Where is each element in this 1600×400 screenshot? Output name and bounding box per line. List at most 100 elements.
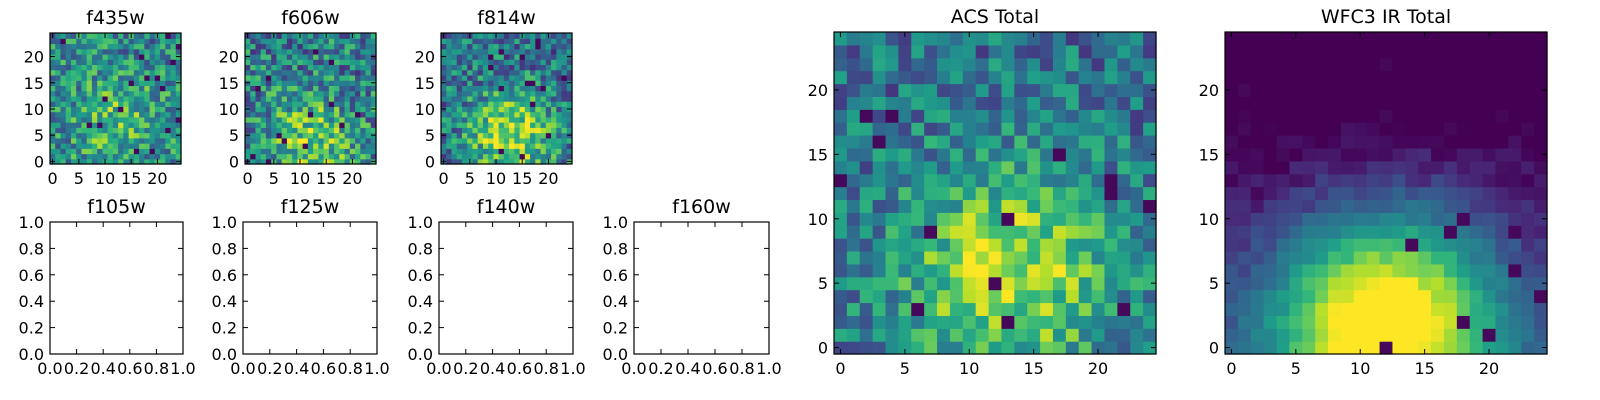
heatmap-cell xyxy=(446,59,453,66)
heatmap-cell xyxy=(859,32,874,46)
heatmap-cell xyxy=(1263,109,1278,123)
heatmap-cell xyxy=(55,111,62,118)
heatmap-cell xyxy=(123,106,130,113)
heatmap-cell xyxy=(76,106,83,113)
heatmap-cell xyxy=(370,74,377,81)
y-tick-label: 15 xyxy=(415,74,435,93)
heatmap-cell xyxy=(128,69,135,76)
heatmap-cell xyxy=(297,122,304,128)
heatmap-cell xyxy=(139,53,145,60)
heatmap-cell xyxy=(1508,250,1522,265)
heatmap-cell xyxy=(313,158,319,165)
heatmap-cell xyxy=(924,289,938,304)
heatmap-cell xyxy=(509,33,515,39)
heatmap-cell xyxy=(165,48,172,55)
heatmap-cell xyxy=(339,148,346,155)
heatmap-cell xyxy=(1534,160,1548,175)
heatmap-cell xyxy=(482,101,489,107)
heatmap-cell xyxy=(530,85,536,92)
heatmap-cell xyxy=(514,127,521,134)
heatmap-cell xyxy=(556,132,563,139)
heatmap-cell xyxy=(107,148,114,155)
heatmap-cell xyxy=(1328,263,1342,278)
heatmap-cell xyxy=(302,69,309,76)
heatmap-cell xyxy=(165,158,172,165)
heatmap-cell xyxy=(276,69,283,76)
heatmap-cell xyxy=(1456,57,1471,72)
heatmap-cell xyxy=(1237,341,1252,355)
heatmap-cell xyxy=(456,122,463,128)
heatmap-cell xyxy=(313,64,319,71)
heatmap-cell xyxy=(1065,238,1080,252)
heatmap-cell xyxy=(514,148,521,155)
heatmap-cell xyxy=(1289,225,1303,239)
heatmap-cell xyxy=(551,43,557,50)
heatmap-cell xyxy=(307,101,314,107)
heatmap-cell xyxy=(318,69,325,76)
heatmap-cell xyxy=(514,90,521,97)
heatmap-cell xyxy=(60,137,67,144)
heatmap-cell xyxy=(1117,70,1131,85)
heatmap-cell xyxy=(1521,289,1535,304)
heatmap-cell xyxy=(175,122,182,128)
heatmap-cell xyxy=(535,158,542,165)
heatmap-cell xyxy=(509,148,515,155)
heatmap-cell xyxy=(118,85,124,92)
heatmap-cell xyxy=(349,148,356,155)
heatmap-cell xyxy=(446,158,453,165)
heatmap-cell xyxy=(160,111,166,118)
heatmap-cell xyxy=(1431,135,1445,149)
heatmap-cell xyxy=(1456,173,1471,188)
heatmap-cell xyxy=(1143,160,1157,175)
heatmap-cell xyxy=(949,109,964,123)
y-tick-label: 20 xyxy=(1199,81,1219,100)
heatmap-cell xyxy=(175,90,182,97)
heatmap-cell xyxy=(170,43,177,50)
heatmap-cell xyxy=(344,64,351,71)
heatmap-cell xyxy=(911,186,925,201)
y-tick-label: 0 xyxy=(229,152,239,171)
heatmap-cell xyxy=(834,147,848,162)
heatmap-cell xyxy=(1495,70,1509,85)
heatmap-cell xyxy=(1418,186,1432,201)
heatmap-cell xyxy=(1495,289,1509,304)
heatmap-cell xyxy=(509,158,515,165)
heatmap-cell xyxy=(1469,57,1484,72)
heatmap-cell xyxy=(1379,44,1394,59)
heatmap-cell xyxy=(360,53,367,60)
heatmap-cell xyxy=(846,57,861,72)
heatmap-cell xyxy=(1328,70,1342,85)
heatmap-cell xyxy=(1534,96,1548,110)
heatmap-cell xyxy=(1065,122,1080,136)
heatmap-cell xyxy=(1001,341,1015,355)
x-tick-label: 0.2 xyxy=(453,359,478,378)
heatmap-cell xyxy=(911,250,925,265)
heatmap-cell xyxy=(975,276,990,291)
heatmap-cell xyxy=(524,137,531,144)
heatmap-cell xyxy=(530,116,536,123)
heatmap-cell xyxy=(297,90,304,97)
heatmap-cell xyxy=(1276,109,1290,123)
heatmap-cell xyxy=(975,44,990,59)
heatmap-cell xyxy=(1117,276,1131,291)
y-tick-label: 0.8 xyxy=(603,239,628,258)
heatmap-cell xyxy=(339,38,346,45)
heatmap-cell xyxy=(540,38,547,45)
heatmap-cell xyxy=(1366,186,1381,201)
heatmap-cell xyxy=(1263,186,1278,201)
heatmap-cell xyxy=(271,127,278,134)
heatmap-cell xyxy=(144,148,151,155)
heatmap-cell xyxy=(154,53,161,60)
heatmap-cell xyxy=(123,127,130,134)
heatmap-cell xyxy=(165,69,172,76)
heatmap-cell xyxy=(1418,109,1432,123)
heatmap-cell xyxy=(318,116,325,123)
heatmap-cell xyxy=(255,137,262,144)
heatmap-cell xyxy=(339,122,346,128)
heatmap-cell xyxy=(339,33,346,39)
heatmap-cell xyxy=(1431,276,1445,291)
heatmap-cell xyxy=(281,122,288,128)
heatmap-cell xyxy=(1250,160,1265,175)
heatmap-cell xyxy=(535,153,542,160)
heatmap-cell xyxy=(937,44,951,59)
